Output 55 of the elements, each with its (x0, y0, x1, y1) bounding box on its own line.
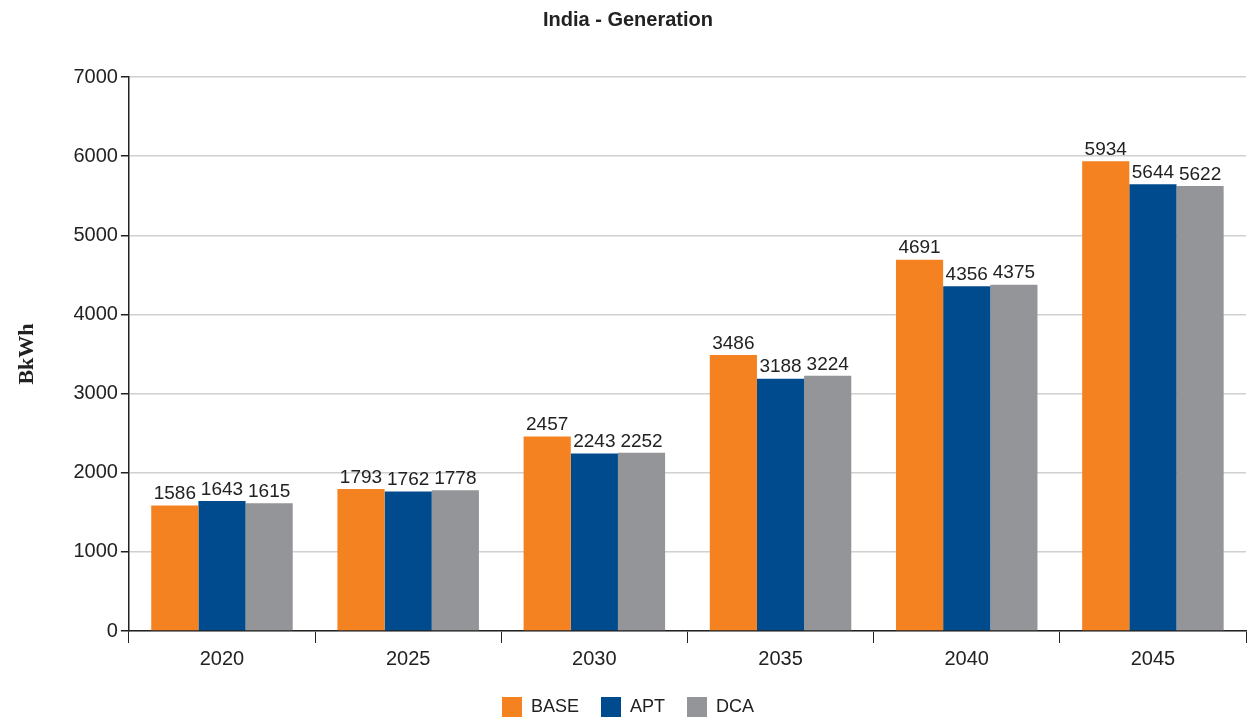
data-label: 2457 (526, 413, 569, 435)
data-label: 1643 (200, 477, 244, 499)
y-tick-label: 1000 (73, 539, 118, 562)
bar (1129, 184, 1177, 631)
y-tick-label: 3000 (73, 381, 118, 404)
data-label: 3224 (806, 352, 850, 374)
bar (943, 286, 991, 631)
data-label: 5644 (1131, 161, 1175, 183)
legend-label: DCA (716, 695, 755, 716)
data-label: 4356 (945, 262, 988, 284)
x-tick-label: 2040 (944, 646, 989, 669)
y-tick-label: 7000 (73, 64, 118, 87)
data-label: 3486 (712, 331, 755, 353)
bar (245, 503, 293, 631)
y-tick-label: 4000 (73, 301, 118, 324)
bar (895, 259, 944, 631)
chart-title: India - Generation (542, 7, 714, 30)
x-tick-label: 2025 (385, 646, 431, 669)
bar (570, 453, 618, 631)
bar (1082, 161, 1130, 631)
data-label: 5622 (1178, 162, 1222, 184)
bar (804, 375, 852, 631)
data-label: 1762 (387, 468, 430, 490)
legend-label: BASE (530, 695, 580, 716)
bar (431, 490, 479, 631)
y-axis-title: BkWh (12, 323, 38, 385)
data-label: 1615 (248, 479, 291, 501)
bar (617, 452, 666, 631)
data-label: 2243 (573, 430, 616, 452)
bar (990, 284, 1038, 631)
y-tick-label: 6000 (73, 143, 118, 166)
data-label: 1778 (434, 467, 477, 489)
data-label: 1793 (339, 465, 383, 487)
bar (756, 378, 805, 631)
y-tick-label: 5000 (73, 222, 118, 245)
legend-label: APT (630, 695, 666, 716)
bar (709, 355, 757, 631)
data-label: 3188 (759, 355, 802, 377)
y-tick-label: 2000 (73, 460, 118, 483)
data-label: 5934 (1084, 138, 1128, 160)
bar (384, 491, 432, 631)
bar (1176, 186, 1224, 631)
bar (151, 505, 199, 631)
y-tick-label: 0 (106, 618, 118, 641)
data-label: 4691 (898, 236, 941, 258)
x-tick-label: 2045 (1130, 646, 1176, 669)
x-tick-label: 2030 (572, 646, 617, 669)
bar (523, 436, 571, 631)
data-label: 1586 (153, 482, 196, 504)
x-tick-label: 2020 (199, 646, 245, 669)
bar (337, 489, 385, 631)
x-tick-label: 2035 (758, 646, 803, 669)
data-label: 4375 (992, 261, 1036, 283)
data-label: 2252 (620, 429, 663, 451)
bar (198, 500, 246, 631)
